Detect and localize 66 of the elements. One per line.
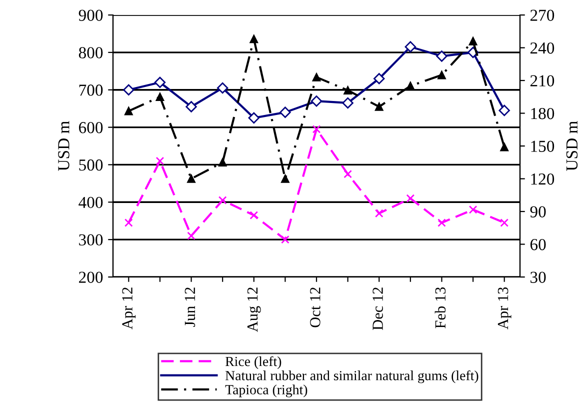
point — [248, 112, 260, 124]
y-axis-title: USD m — [58, 121, 70, 171]
point — [468, 205, 478, 214]
y2-tick-label: 180 — [531, 108, 554, 120]
y-tick-label: 700 — [79, 84, 103, 96]
point — [500, 218, 509, 227]
point — [218, 158, 227, 167]
y-tick-label: 500 — [79, 159, 103, 171]
point — [123, 84, 134, 96]
y-tick-label: 900 — [78, 10, 103, 21]
point — [500, 142, 509, 152]
point — [250, 211, 258, 220]
y-tick-label: 300 — [79, 234, 103, 246]
y-tick-label: 400 — [78, 196, 103, 208]
y-tick-label: 600 — [78, 122, 103, 134]
y2-tick-label: 210 — [530, 75, 554, 86]
y2-tick-label: 240 — [530, 42, 554, 54]
x-tick-label: Feb 13 — [434, 287, 446, 328]
legend-label: Natural rubber and similar natural gums (left) — [225, 370, 478, 384]
point — [310, 95, 322, 107]
point — [250, 34, 258, 44]
point — [218, 196, 227, 204]
point — [374, 73, 385, 84]
point — [186, 101, 197, 112]
x-tick-label: Jun 12 — [184, 288, 196, 327]
point — [438, 70, 446, 80]
point — [438, 218, 446, 227]
legend-label: Rice (left) — [225, 356, 282, 370]
x-tick-label: Oct 12 — [310, 288, 320, 328]
x-tick-label: Apr 13 — [498, 287, 512, 330]
point — [281, 235, 290, 244]
point — [280, 106, 291, 118]
point — [498, 104, 510, 116]
point — [156, 156, 164, 166]
point — [404, 41, 416, 52]
x-tick-label: Aug 12 — [247, 288, 261, 332]
point — [312, 124, 321, 134]
legend-label: Tapioca (right) — [225, 384, 308, 398]
point — [187, 174, 196, 183]
y-tick-label: 800 — [78, 47, 103, 58]
y2-axis-title: USD m — [566, 121, 578, 171]
y2-tick-label: 90 — [530, 206, 546, 218]
x-tick-label: Dec 12 — [372, 288, 383, 330]
y2-tick-label: 30 — [530, 272, 546, 283]
point — [344, 170, 352, 178]
point — [154, 76, 166, 88]
x-tick-label: Apr 12 — [122, 288, 136, 330]
y2-tick-label: 60 — [530, 238, 546, 250]
point — [312, 73, 321, 82]
point — [124, 218, 133, 227]
y2-tick-label: 270 — [530, 10, 554, 21]
point — [406, 194, 415, 203]
point — [187, 232, 196, 240]
point — [342, 97, 354, 109]
point — [374, 209, 384, 218]
point — [216, 82, 228, 94]
point — [344, 86, 352, 94]
point — [124, 106, 133, 116]
point — [436, 50, 448, 62]
point — [468, 37, 478, 46]
point — [374, 102, 384, 111]
point — [156, 92, 164, 102]
y-tick-label: 200 — [79, 272, 103, 283]
y2-tick-label: 120 — [531, 173, 554, 185]
y2-tick-label: 150 — [531, 140, 554, 152]
point — [281, 174, 290, 183]
